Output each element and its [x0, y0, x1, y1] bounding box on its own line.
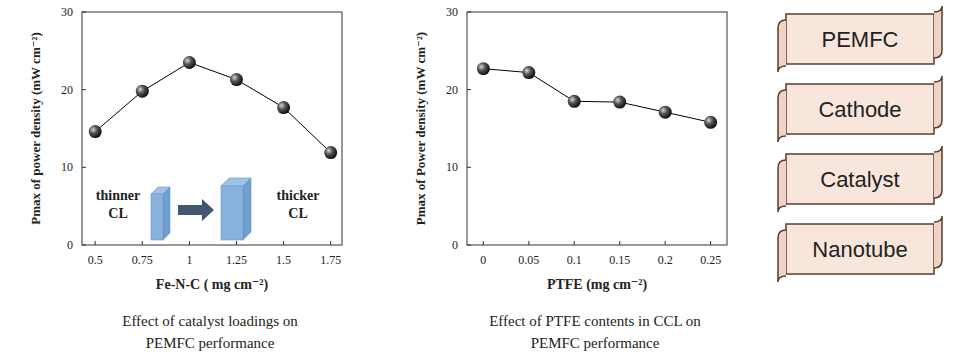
series — [477, 62, 717, 129]
y-tick — [82, 167, 86, 168]
x-tick — [330, 241, 331, 245]
scroll-body — [786, 154, 934, 204]
y-axis-label: Pmax of power density (mW cm⁻²) — [28, 32, 43, 225]
x-tick — [283, 241, 284, 245]
x-tick-label: 1.25 — [226, 253, 247, 267]
x-tick — [574, 241, 575, 245]
keyword: Cathode — [818, 97, 901, 122]
y-axis-label: Pmax of Power density (mW cm⁻²) — [413, 32, 428, 225]
layer-block — [221, 186, 243, 240]
chart: 0 10 20 30 0 0.05 0.1 0.15 0.2 0.25 PTFE (mg cm⁻²)… — [413, 5, 727, 351]
x-tick-label: 1.75 — [320, 253, 341, 267]
keyword: Nanotube — [812, 237, 907, 262]
x-tick-label: 0.15 — [609, 253, 630, 267]
x-tick-label: 0.5 — [88, 253, 103, 267]
x-tick — [95, 241, 96, 245]
data-point — [136, 85, 149, 98]
arrow — [178, 199, 214, 221]
y-tick-label: 0 — [452, 238, 458, 252]
x-tick — [710, 241, 711, 245]
keyword-scroll: Nanotube — [778, 216, 942, 282]
y-tick-label: 30 — [61, 5, 73, 19]
data-line — [483, 69, 710, 123]
scroll-curl — [778, 90, 786, 142]
chart: 0 10 20 30 0.5 0.75 1 1.25 1.5 1.75 Fe-N-C ( mg cm… — [28, 5, 342, 351]
scroll-body — [786, 84, 934, 134]
caption: Effect of catalyst loadings on — [122, 313, 298, 329]
data-point — [183, 56, 196, 69]
layer-block — [151, 194, 163, 240]
keyword: Catalyst — [820, 167, 899, 192]
caption: PEMFC performance — [146, 335, 275, 351]
scroll-curl — [934, 76, 942, 128]
data-point — [659, 106, 672, 119]
scroll-curl — [934, 146, 942, 198]
annotation: thickerCL — [277, 188, 320, 221]
caption: Effect of PTFE contents in CCL on — [489, 313, 701, 329]
caption: PEMFC performance — [531, 335, 660, 351]
x-tick — [619, 241, 620, 245]
y-tick — [467, 89, 471, 90]
scroll-curl — [778, 160, 786, 212]
x-tick-label: 0.25 — [700, 253, 721, 267]
layer-block — [243, 178, 251, 240]
y-tick-label: 0 — [67, 238, 73, 252]
plot-frame — [467, 12, 727, 245]
keyword-scroll: Catalyst — [778, 146, 942, 212]
scroll-curl — [934, 6, 942, 58]
y-tick-label: 20 — [446, 83, 458, 97]
data-point — [522, 66, 535, 79]
scroll-body — [786, 224, 934, 274]
inset — [151, 178, 251, 240]
data-point — [568, 95, 581, 108]
x-tick-label: 0.1 — [567, 253, 582, 267]
data-point — [89, 125, 102, 138]
data-point — [477, 62, 490, 75]
x-tick-label: 0.05 — [518, 253, 539, 267]
x-tick — [142, 241, 143, 245]
data-point — [277, 101, 290, 114]
data-point — [324, 146, 337, 159]
y-tick-label: 10 — [446, 160, 458, 174]
x-tick-label: 1 — [186, 253, 192, 267]
plot-frame — [82, 12, 342, 245]
x-tick — [528, 241, 529, 245]
keyword: PEMFC — [822, 27, 899, 52]
series — [89, 56, 338, 159]
x-tick — [665, 241, 666, 245]
x-tick-label: 0.2 — [658, 253, 673, 267]
x-tick-label: 0.75 — [132, 253, 153, 267]
scroll-curl — [934, 216, 942, 268]
keyword-scroll: Cathode — [778, 76, 942, 142]
x-tick — [483, 241, 484, 245]
annotation: thinnerCL — [96, 188, 140, 221]
data-point — [613, 96, 626, 109]
figure: 0 10 20 30 0.5 0.75 1 1.25 1.5 1.75 Fe-N-C ( mg cm… — [0, 0, 960, 364]
data-point — [704, 116, 717, 129]
x-tick-label: 0 — [480, 253, 486, 267]
y-tick — [467, 167, 471, 168]
y-tick-label: 20 — [61, 83, 73, 97]
x-axis-label: Fe-N-C ( mg cm⁻²) — [156, 277, 269, 293]
y-tick — [467, 12, 471, 13]
data-line — [95, 62, 331, 152]
keyword-scroll: PEMFC — [778, 6, 942, 72]
x-tick-label: 1.5 — [276, 253, 291, 267]
y-tick — [467, 245, 471, 246]
data-point — [230, 73, 243, 86]
x-tick — [236, 241, 237, 245]
layer-block — [163, 187, 170, 240]
x-axis-label: PTFE (mg cm⁻²) — [547, 277, 648, 293]
y-tick-label: 10 — [61, 160, 73, 174]
scroll-curl — [778, 20, 786, 72]
y-tick — [82, 12, 86, 13]
scroll-curl — [778, 230, 786, 282]
page: 0 10 20 30 0.5 0.75 1 1.25 1.5 1.75 Fe-N-C ( mg cm… — [0, 0, 960, 364]
y-tick — [82, 89, 86, 90]
y-tick-label: 30 — [446, 5, 458, 19]
y-tick — [82, 245, 86, 246]
scroll-body — [786, 14, 934, 64]
x-tick — [189, 241, 190, 245]
